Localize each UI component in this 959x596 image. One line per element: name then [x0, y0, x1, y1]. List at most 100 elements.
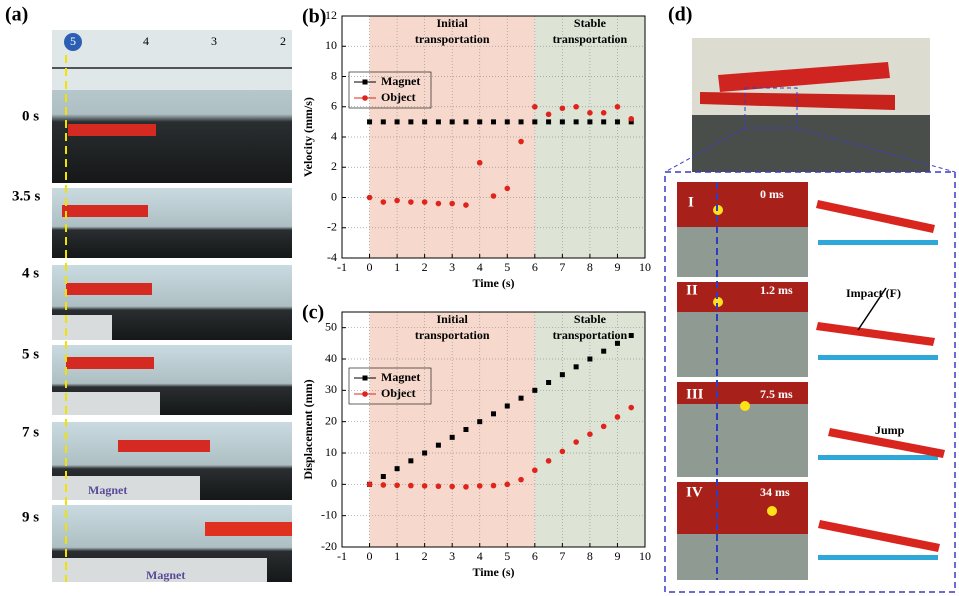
- marker: [422, 119, 428, 125]
- photo-strip: [52, 30, 292, 582]
- marker: [573, 364, 579, 370]
- annotation: Jump: [875, 423, 905, 437]
- legend-marker: [362, 391, 368, 397]
- marker: [628, 119, 634, 125]
- x-tick-label: 7: [559, 549, 565, 563]
- panel-label: (d): [668, 4, 692, 26]
- x-tick-label: 6: [532, 260, 538, 274]
- marker: [601, 348, 607, 354]
- y-tick-label: 30: [325, 382, 337, 396]
- x-tick-label: 10: [639, 549, 651, 563]
- marker: [614, 103, 621, 110]
- marker: [463, 119, 469, 125]
- x-tick-label: 6: [532, 549, 538, 563]
- marker: [600, 110, 607, 116]
- legend-box: [348, 71, 432, 109]
- marker: [449, 483, 455, 490]
- x-tick-label: 8: [587, 260, 593, 274]
- marker: [587, 431, 593, 438]
- region-label: transportation: [415, 328, 490, 342]
- marker: [408, 458, 414, 464]
- marker: [366, 194, 373, 201]
- marker: [394, 197, 400, 204]
- marker: [601, 119, 607, 125]
- marker: [421, 483, 428, 489]
- marker: [449, 434, 455, 440]
- legend-label: Magnet: [381, 74, 420, 88]
- x-tick-label: -1: [337, 260, 347, 274]
- marker: [380, 199, 387, 205]
- marker: [504, 119, 510, 125]
- marker: [587, 110, 593, 116]
- x-axis-label: Time (s): [472, 565, 514, 579]
- x-tick-label: 4: [477, 549, 483, 563]
- marker: [394, 482, 400, 489]
- y-tick-label: 4: [331, 129, 337, 143]
- marker: [408, 482, 414, 489]
- marker: [490, 193, 497, 199]
- legend-label: Object: [381, 386, 416, 400]
- marker: [559, 372, 565, 378]
- magnet-label: Magnet: [88, 483, 127, 497]
- step-label: III: [686, 386, 704, 402]
- marker: [504, 481, 511, 488]
- x-tick-label: -1: [337, 549, 347, 563]
- marker: [546, 119, 552, 125]
- marker: [463, 427, 469, 432]
- region-label: transportation: [553, 32, 628, 46]
- marker: [380, 482, 387, 488]
- legend-marker: [362, 95, 368, 101]
- marker: [491, 119, 496, 125]
- panel-label: (c): [302, 302, 324, 324]
- y-tick-label: 20: [325, 413, 337, 427]
- y-tick-label: 6: [331, 99, 337, 113]
- legend-marker: [362, 375, 368, 381]
- legend-marker: [362, 79, 368, 85]
- marker: [367, 119, 373, 125]
- marker: [477, 119, 483, 125]
- x-tick-label: 5: [504, 549, 510, 563]
- y-tick-label: 2: [331, 159, 337, 173]
- marker: [614, 340, 620, 346]
- x-tick-label: 4: [477, 260, 483, 274]
- x-tick-label: 9: [614, 549, 620, 563]
- legend-label: Magnet: [381, 370, 420, 384]
- marker: [573, 119, 579, 125]
- time-label: 7 s: [22, 424, 39, 440]
- magnet-label: Magnet: [146, 568, 185, 582]
- ruler-label: 3: [211, 34, 217, 48]
- marker: [628, 116, 635, 122]
- marker: [449, 119, 455, 125]
- marker: [476, 483, 483, 489]
- ruler-label: 5: [70, 34, 76, 48]
- marker: [477, 419, 483, 425]
- marker: [532, 103, 538, 110]
- x-tick-label: 5: [504, 260, 510, 274]
- marker: [408, 119, 414, 125]
- region-label: transportation: [415, 32, 490, 46]
- marker: [435, 200, 442, 207]
- x-tick-label: 0: [367, 549, 373, 563]
- time-label: 0 s: [22, 108, 39, 124]
- region-label: transportation: [553, 328, 628, 342]
- marker: [587, 119, 593, 125]
- panel-label: (b): [302, 6, 326, 28]
- time-label: 4 s: [22, 265, 39, 281]
- marker: [490, 482, 497, 489]
- marker: [463, 484, 469, 490]
- marker: [573, 439, 579, 445]
- marker: [545, 458, 552, 464]
- marker: [614, 414, 621, 420]
- marker: [587, 356, 593, 362]
- marker: [366, 481, 373, 488]
- ruler-label: 4: [143, 34, 149, 48]
- step-label: I: [688, 194, 694, 210]
- marker: [559, 105, 566, 112]
- y-tick-label: 10: [325, 445, 337, 459]
- step-label: IV: [686, 484, 703, 500]
- marker: [394, 119, 400, 125]
- marker: [559, 448, 566, 455]
- x-tick-label: 10: [639, 260, 651, 274]
